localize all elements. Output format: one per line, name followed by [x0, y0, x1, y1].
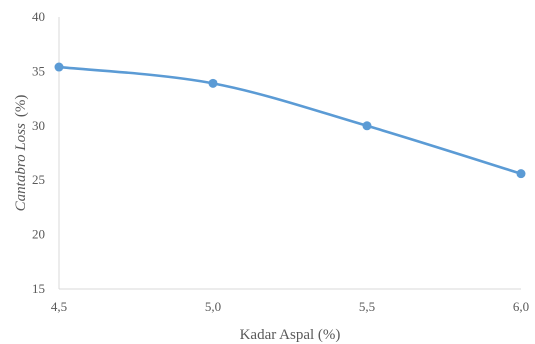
y-axis-title: Cantabro Loss (%): [13, 95, 29, 212]
x-axis-title: Kadar Aspal (%): [240, 327, 341, 343]
x-axis: 4,5 5,0 5,5 6,0: [51, 288, 529, 314]
y-tick-labels: 15 20 25 30 35 40: [32, 9, 45, 296]
data-point: [362, 121, 372, 131]
x-tick-label: 5,5: [359, 299, 375, 314]
y-tick-label: 30: [32, 118, 45, 133]
data-point: [516, 169, 526, 179]
y-axis: 15 20 25 30 35 40: [32, 9, 60, 296]
series-group: [54, 62, 526, 179]
x-tick-label: 4,5: [51, 299, 67, 314]
y-tick-label: 15: [32, 281, 45, 296]
y-tick-label: 20: [32, 227, 45, 242]
series-line: [57, 65, 523, 175]
data-point: [54, 62, 64, 72]
data-point: [208, 78, 218, 88]
x-tick-labels: 4,5 5,0 5,5 6,0: [51, 299, 529, 314]
y-tick-label: 40: [32, 9, 45, 24]
x-tick-label: 6,0: [513, 299, 529, 314]
y-tick-label: 35: [32, 63, 45, 78]
y-tick-label: 25: [32, 172, 45, 187]
x-tick-label: 5,0: [205, 299, 221, 314]
y-axis-title-unit: (%): [13, 95, 29, 118]
y-axis-title-main: Cantabro Loss: [13, 123, 29, 211]
